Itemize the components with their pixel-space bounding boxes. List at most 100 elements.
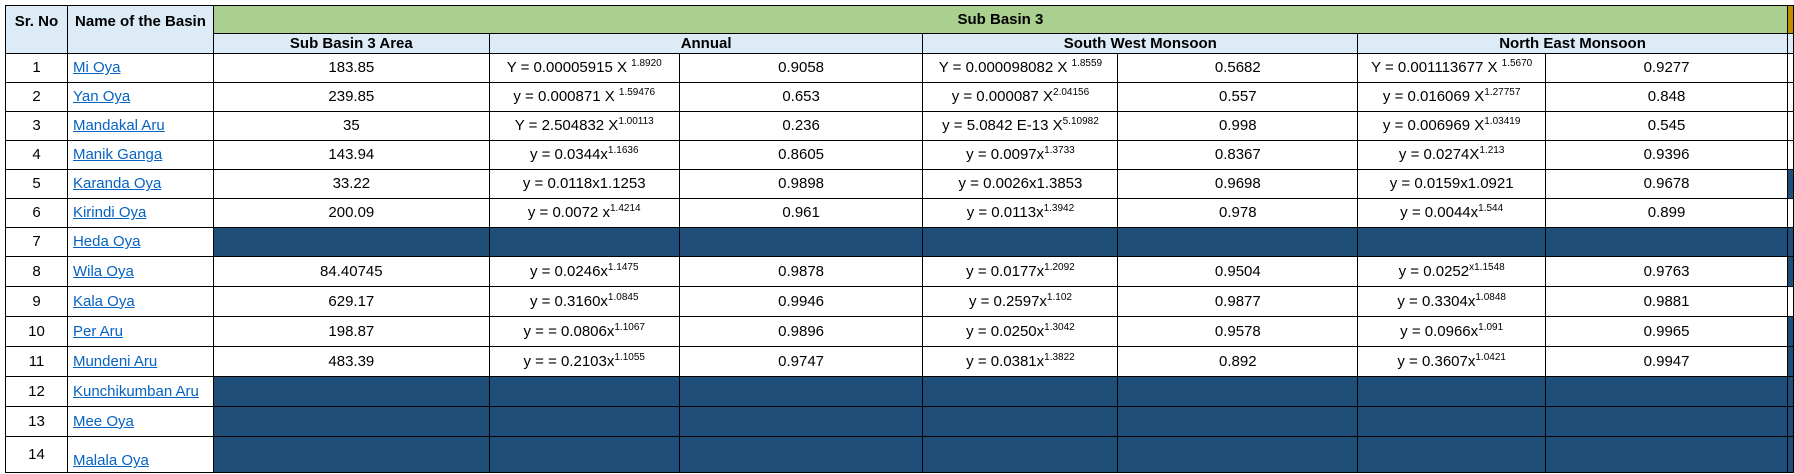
annual-equation-cell[interactable]	[488, 406, 680, 437]
south-west-equation-cell[interactable]: y = 0.0177x1.2092	[922, 256, 1119, 287]
south-west-r2-cell[interactable]: 0.9877	[1117, 286, 1359, 317]
south-west-r2-cell[interactable]	[1117, 227, 1359, 257]
north-east-r2-cell[interactable]: 0.848	[1545, 82, 1788, 112]
col-header-north-east-monsoon[interactable]: North East Monsoon	[1357, 33, 1788, 54]
annual-r2-cell[interactable]: 0.9878	[678, 256, 924, 287]
north-east-equation-cell[interactable]	[1357, 406, 1547, 437]
partial-cell-right[interactable]	[1786, 376, 1794, 407]
annual-equation-cell[interactable]	[488, 227, 680, 257]
basin-link[interactable]: Heda Oya	[72, 233, 141, 251]
south-west-r2-cell[interactable]: 0.9698	[1117, 169, 1359, 199]
north-east-equation-cell[interactable]: Y = 0.001113677 X 1.5670	[1357, 53, 1547, 83]
sr-no-cell[interactable]: 6	[5, 198, 68, 228]
basin-link[interactable]: Mandakal Aru	[72, 117, 165, 135]
south-west-equation-cell[interactable]: y = 0.2597x1.102	[922, 286, 1119, 317]
basin-name-cell[interactable]: Yan Oya	[66, 82, 214, 112]
area-cell[interactable]: 200.09	[212, 198, 490, 228]
north-east-equation-cell[interactable]: y = 0.0274X1.213	[1357, 140, 1547, 170]
partial-cell-right[interactable]	[1786, 82, 1794, 112]
annual-r2-cell[interactable]: 0.961	[678, 198, 924, 228]
basin-name-cell[interactable]: Manik Ganga	[66, 140, 214, 170]
annual-equation-cell[interactable]: y = 0.0118x1.1253	[488, 169, 680, 199]
north-east-r2-cell[interactable]: 0.9678	[1545, 169, 1788, 199]
north-east-equation-cell[interactable]: y = 0.006969 X1.03419	[1357, 111, 1547, 141]
annual-r2-cell[interactable]: 0.653	[678, 82, 924, 112]
south-west-equation-cell[interactable]	[922, 406, 1119, 437]
sr-no-cell[interactable]: 11	[5, 346, 68, 377]
south-west-equation-cell[interactable]: y = 0.0097x1.3733	[922, 140, 1119, 170]
north-east-r2-cell[interactable]	[1545, 227, 1788, 257]
annual-equation-cell[interactable]: y = 0.0246x1.1475	[488, 256, 680, 287]
annual-r2-cell[interactable]	[678, 436, 924, 473]
annual-r2-cell[interactable]	[678, 227, 924, 257]
basin-link[interactable]: Karanda Oya	[72, 175, 162, 193]
col-header-sub-basin-3-group[interactable]: Sub Basin 3	[212, 5, 1788, 34]
south-west-equation-cell[interactable]	[922, 376, 1119, 407]
col-header-sub-basin-3-area[interactable]: Sub Basin 3 Area	[212, 33, 490, 54]
south-west-r2-cell[interactable]: 0.978	[1117, 198, 1359, 228]
partial-cell-right[interactable]	[1786, 436, 1794, 473]
north-east-r2-cell[interactable]	[1545, 406, 1788, 437]
south-west-equation-cell[interactable]	[922, 436, 1119, 473]
sr-no-cell[interactable]: 9	[5, 286, 68, 317]
area-cell[interactable]	[212, 406, 490, 437]
annual-r2-cell[interactable]: 0.9896	[678, 316, 924, 347]
partial-cell-right[interactable]	[1786, 286, 1794, 317]
sr-no-cell[interactable]: 4	[5, 140, 68, 170]
basin-link[interactable]: Mundeni Aru	[72, 352, 158, 370]
area-cell[interactable]: 239.85	[212, 82, 490, 112]
north-east-equation-cell[interactable]	[1357, 376, 1547, 407]
north-east-r2-cell[interactable]	[1545, 436, 1788, 473]
annual-equation-cell[interactable]: y = 0.0344x1.1636	[488, 140, 680, 170]
partial-cell-top-right[interactable]	[1786, 5, 1794, 34]
col-header-sr-no[interactable]: Sr. No	[5, 5, 68, 54]
north-east-r2-cell[interactable]	[1545, 376, 1788, 407]
annual-equation-cell[interactable]: Y = 2.504832 X1.00113	[488, 111, 680, 141]
north-east-equation-cell[interactable]: y = 0.3607x1.0421	[1357, 346, 1547, 377]
basin-name-cell[interactable]: Malala Oya	[66, 436, 214, 473]
annual-r2-cell[interactable]	[678, 376, 924, 407]
annual-r2-cell[interactable]: 0.9946	[678, 286, 924, 317]
area-cell[interactable]: 198.87	[212, 316, 490, 347]
annual-r2-cell[interactable]	[678, 406, 924, 437]
basin-link[interactable]: Mee Oya	[72, 412, 134, 430]
south-west-equation-cell[interactable]: y = 0.0250x1.3042	[922, 316, 1119, 347]
annual-equation-cell[interactable]: y = 0.3160x1.0845	[488, 286, 680, 317]
sr-no-cell[interactable]: 7	[5, 227, 68, 257]
area-cell[interactable]: 35	[212, 111, 490, 141]
basin-link[interactable]: Malala Oya	[72, 452, 149, 470]
north-east-r2-cell[interactable]: 0.9965	[1545, 316, 1788, 347]
south-west-r2-cell[interactable]	[1117, 406, 1359, 437]
partial-cell-right[interactable]	[1786, 316, 1794, 347]
col-header-basin-name[interactable]: Name of the Basin	[66, 5, 214, 54]
sr-no-cell[interactable]: 5	[5, 169, 68, 199]
area-cell[interactable]	[212, 227, 490, 257]
north-east-equation-cell[interactable]	[1357, 436, 1547, 473]
south-west-r2-cell[interactable]: 0.557	[1117, 82, 1359, 112]
basin-link[interactable]: Wila Oya	[72, 262, 134, 280]
south-west-r2-cell[interactable]	[1117, 376, 1359, 407]
north-east-equation-cell[interactable]	[1357, 227, 1547, 257]
annual-r2-cell[interactable]: 0.8605	[678, 140, 924, 170]
basin-name-cell[interactable]: Kirindi Oya	[66, 198, 214, 228]
annual-equation-cell[interactable]: y = = 0.0806x1.1067	[488, 316, 680, 347]
sr-no-cell[interactable]: 1	[5, 53, 68, 83]
north-east-equation-cell[interactable]: y = 0.0966x1.091	[1357, 316, 1547, 347]
south-west-equation-cell[interactable]: y = 0.0381x1.3822	[922, 346, 1119, 377]
north-east-r2-cell[interactable]: 0.545	[1545, 111, 1788, 141]
partial-cell-right[interactable]	[1786, 227, 1794, 257]
annual-equation-cell[interactable]	[488, 436, 680, 473]
col-header-south-west-monsoon[interactable]: South West Monsoon	[922, 33, 1359, 54]
partial-cell-right[interactable]	[1786, 111, 1794, 141]
south-west-equation-cell[interactable]: Y = 0.000098082 X 1.8559	[922, 53, 1119, 83]
south-west-r2-cell[interactable]	[1117, 436, 1359, 473]
south-west-equation-cell[interactable]: y = 5.0842 E-13 X5.10982	[922, 111, 1119, 141]
north-east-equation-cell[interactable]: y = 0.3304x1.0848	[1357, 286, 1547, 317]
south-west-equation-cell[interactable]: y = 0.0026x1.3853	[922, 169, 1119, 199]
basin-name-cell[interactable]: Wila Oya	[66, 256, 214, 287]
area-cell[interactable]: 143.94	[212, 140, 490, 170]
annual-r2-cell[interactable]: 0.9898	[678, 169, 924, 199]
south-west-r2-cell[interactable]: 0.892	[1117, 346, 1359, 377]
area-cell[interactable]: 33.22	[212, 169, 490, 199]
north-east-equation-cell[interactable]: y = 0.0252x1.1548	[1357, 256, 1547, 287]
